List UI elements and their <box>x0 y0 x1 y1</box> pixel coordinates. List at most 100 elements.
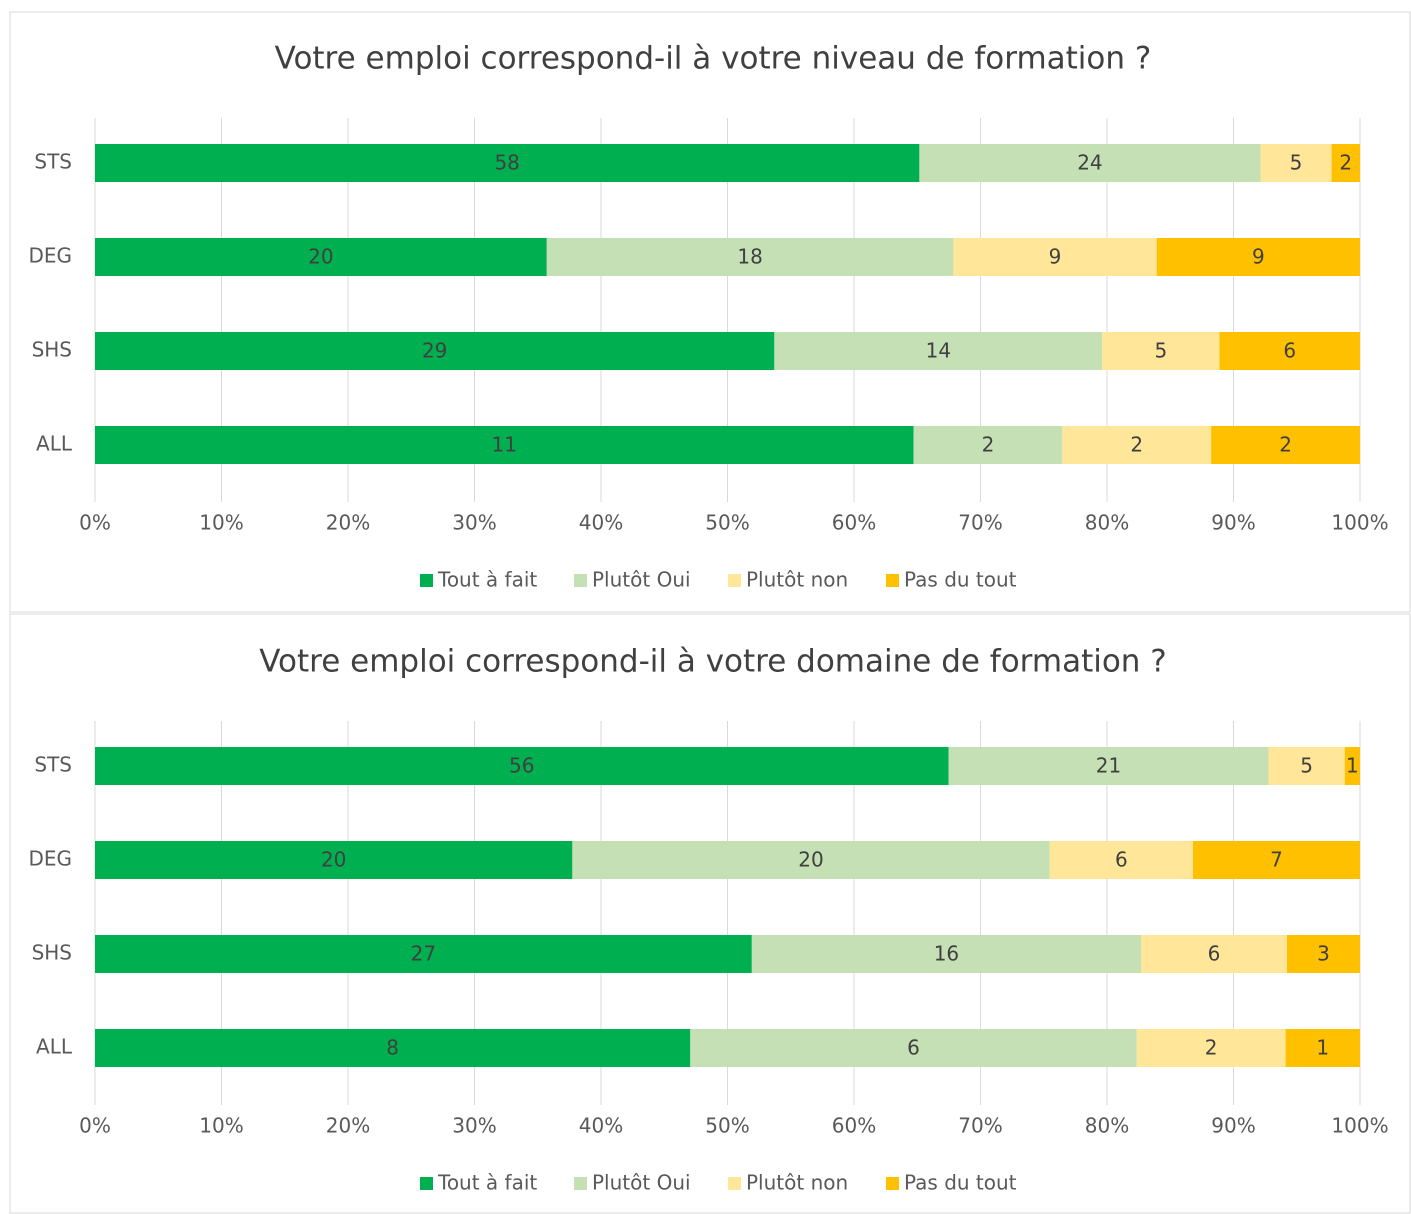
data-label: 2 <box>1205 1036 1218 1060</box>
data-label: 1 <box>1346 754 1359 778</box>
data-label: 24 <box>1077 151 1102 175</box>
x-tick-label: 100% <box>1331 1114 1388 1138</box>
legend-swatch <box>420 574 433 587</box>
data-label: 1 <box>1316 1036 1329 1060</box>
y-tick-label: DEG <box>28 847 72 871</box>
bar-segment <box>546 238 954 276</box>
data-label: 2 <box>1279 433 1292 457</box>
x-tick-label: 50% <box>705 1114 749 1138</box>
bar-segment <box>1219 332 1360 370</box>
chart-title: Votre emploi correspond-il à votre domai… <box>259 644 1167 680</box>
y-tick-label: STS <box>34 150 72 174</box>
data-label: 56 <box>509 754 534 778</box>
bar-segment <box>953 238 1157 276</box>
legend-label: Tout à fait <box>437 568 537 592</box>
data-label: 6 <box>1208 942 1221 966</box>
legend-swatch <box>886 1177 899 1190</box>
legend-label: Plutôt Oui <box>592 1171 691 1195</box>
x-tick-label: 0% <box>79 1114 111 1138</box>
legend-label: Tout à fait <box>437 1171 537 1195</box>
data-label: 2 <box>1130 433 1143 457</box>
data-label: 6 <box>1115 848 1128 872</box>
bar-segment <box>1211 426 1360 464</box>
bar-segment <box>690 1029 1137 1067</box>
data-label: 14 <box>926 339 951 363</box>
x-tick-label: 0% <box>79 511 111 535</box>
panel-border <box>9 613 1411 1214</box>
data-label: 5 <box>1290 151 1303 175</box>
data-label: 3 <box>1317 942 1330 966</box>
data-label: 6 <box>1283 339 1296 363</box>
bar-segment <box>95 332 775 370</box>
bar-segment <box>95 144 920 182</box>
data-label: 21 <box>1096 754 1121 778</box>
y-tick-label: ALL <box>36 432 73 456</box>
bar-segment <box>95 238 547 276</box>
data-label: 9 <box>1049 245 1062 269</box>
y-tick-label: ALL <box>36 1035 73 1059</box>
x-tick-label: 40% <box>579 1114 623 1138</box>
legend-swatch <box>728 574 741 587</box>
bar-segment <box>1156 238 1360 276</box>
x-tick-label: 80% <box>1085 1114 1129 1138</box>
bar-segment <box>1192 841 1360 879</box>
data-label: 20 <box>308 245 333 269</box>
bar-segment <box>913 426 1063 464</box>
x-tick-label: 30% <box>452 511 496 535</box>
bar-segment <box>919 144 1261 182</box>
bar-segment <box>1331 144 1360 182</box>
data-label: 20 <box>798 848 823 872</box>
bar-segment <box>1285 1029 1360 1067</box>
x-tick-label: 20% <box>326 1114 370 1138</box>
x-tick-label: 60% <box>832 1114 876 1138</box>
bar-segment <box>95 935 752 973</box>
x-tick-label: 20% <box>326 511 370 535</box>
legend-label: Pas du tout <box>904 568 1017 592</box>
data-label: 58 <box>494 151 519 175</box>
data-label: 6 <box>907 1036 920 1060</box>
x-tick-label: 30% <box>452 1114 496 1138</box>
legend-swatch <box>574 574 587 587</box>
data-label: 2 <box>982 433 995 457</box>
y-tick-label: SHS <box>32 941 72 965</box>
data-label: 7 <box>1270 848 1283 872</box>
chart-title: Votre emploi correspond-il à votre nivea… <box>275 41 1152 77</box>
x-tick-label: 50% <box>705 511 749 535</box>
bar-segment <box>95 426 914 464</box>
bar-segment <box>1141 935 1288 973</box>
legend-swatch <box>574 1177 587 1190</box>
legend-label: Plutôt non <box>746 1171 848 1195</box>
legend-swatch <box>420 1177 433 1190</box>
y-tick-label: DEG <box>28 244 72 268</box>
data-label: 18 <box>737 245 762 269</box>
x-tick-label: 80% <box>1085 511 1129 535</box>
bar-segment <box>1102 332 1220 370</box>
data-label: 16 <box>934 942 959 966</box>
bar-segment <box>1268 747 1345 785</box>
data-label: 2 <box>1339 151 1352 175</box>
data-label: 9 <box>1252 245 1265 269</box>
x-tick-label: 70% <box>958 511 1002 535</box>
x-tick-label: 70% <box>958 1114 1002 1138</box>
data-label: 5 <box>1300 754 1313 778</box>
legend-label: Plutôt Oui <box>592 568 691 592</box>
x-tick-label: 100% <box>1331 511 1388 535</box>
bar-segment <box>751 935 1142 973</box>
bar-segment <box>572 841 1050 879</box>
bar-segment <box>1136 1029 1286 1067</box>
data-label: 27 <box>411 942 436 966</box>
data-label: 20 <box>321 848 346 872</box>
legend-label: Plutôt non <box>746 568 848 592</box>
bar-segment <box>95 841 573 879</box>
data-label: 29 <box>422 339 447 363</box>
panel-border <box>9 11 1411 613</box>
legend-swatch <box>886 574 899 587</box>
bar-segment <box>95 1029 691 1067</box>
bar-segment <box>774 332 1103 370</box>
legend-label: Pas du tout <box>904 1171 1017 1195</box>
x-tick-label: 40% <box>579 511 623 535</box>
bar-segment <box>1260 144 1332 182</box>
bar-segment <box>1049 841 1193 879</box>
data-label: 5 <box>1155 339 1168 363</box>
